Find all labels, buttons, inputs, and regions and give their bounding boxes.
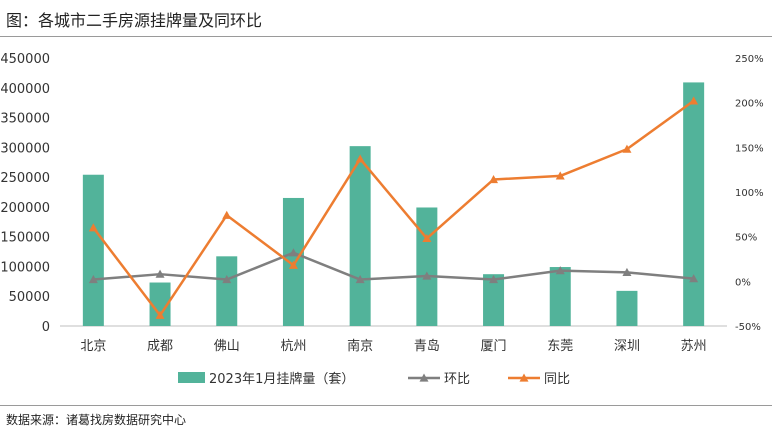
x-tick-label: 北京	[80, 339, 106, 354]
y-right-tick-label: 250%	[735, 54, 764, 65]
bar	[549, 267, 571, 326]
bar	[616, 290, 638, 326]
data-source-note: 数据来源：诸葛找房数据研究中心	[6, 413, 187, 427]
y-left-tick-label: 150000	[0, 231, 50, 246]
yoy-point	[689, 96, 699, 105]
y-right-tick-label: 100%	[735, 188, 764, 199]
mom-point	[288, 248, 298, 257]
legend-marker-yoy	[519, 373, 529, 382]
mom-point	[489, 275, 499, 284]
y-left-tick-label: 100000	[0, 260, 50, 275]
mom-point	[555, 266, 565, 275]
bar	[416, 207, 438, 326]
legend-label-yoy: 同比	[544, 372, 570, 387]
bar	[216, 256, 238, 326]
title-divider	[0, 36, 772, 37]
yoy-point	[288, 260, 298, 269]
y-right-tick-label: -50%	[735, 322, 761, 333]
bar	[149, 282, 171, 326]
legend-label-mom: 环比	[444, 372, 470, 387]
y-left-tick-label: 400000	[0, 82, 50, 97]
bar	[82, 174, 104, 326]
y-right-tick-label: 0%	[735, 277, 751, 288]
x-tick-label: 东莞	[547, 339, 573, 354]
bar	[683, 82, 705, 326]
mom-point	[355, 275, 365, 284]
x-tick-label: 杭州	[280, 339, 306, 354]
yoy-point	[489, 174, 499, 184]
y-left-tick-label: 450000	[0, 52, 50, 67]
yoy-point	[422, 233, 432, 243]
y-left-tick-label: 0	[42, 320, 50, 335]
mom-point	[422, 271, 432, 280]
legend-marker-mom	[419, 373, 429, 382]
x-tick-label: 青岛	[414, 338, 440, 354]
mom-point	[222, 275, 232, 284]
mom-point	[88, 275, 98, 284]
mom-line	[93, 251, 694, 281]
x-tick-label: 深圳	[614, 339, 640, 354]
y-right-tick-label: 150%	[735, 143, 764, 154]
x-tick-label: 南京	[347, 338, 373, 354]
bar	[483, 274, 505, 326]
x-tick-label: 成都	[147, 339, 173, 354]
bar	[349, 146, 371, 326]
yoy-point	[88, 223, 98, 232]
x-tick-label: 佛山	[214, 339, 240, 354]
yoy-line	[92, 99, 695, 317]
x-tick-label: 苏州	[681, 338, 707, 354]
x-tick-label: 厦门	[481, 339, 507, 354]
chart-title: 图：各城市二手房源挂牌量及同环比	[6, 11, 263, 30]
yoy-point	[622, 144, 632, 153]
legend-swatch-bar	[178, 372, 205, 383]
mom-point	[689, 274, 699, 283]
legend-label-bar: 2023年1月挂牌量（套）	[209, 371, 354, 387]
y-left-tick-label: 50000	[9, 290, 50, 305]
chart-canvas: 0 50000 100000 150000 200000 250000 300000 3500…	[0, 52, 764, 387]
y-right-tick-label: 200%	[735, 99, 764, 110]
yoy-point	[355, 154, 365, 163]
mom-point	[622, 267, 632, 276]
mom-point	[155, 269, 165, 278]
y-left-tick-label: 350000	[0, 112, 50, 127]
yoy-point	[222, 210, 232, 219]
y-left-tick-label: 200000	[0, 201, 50, 216]
y-right-tick-label: 50%	[735, 233, 757, 244]
y-left-tick-label: 300000	[0, 141, 50, 156]
yoy-point	[155, 310, 165, 319]
source-divider	[0, 405, 772, 406]
yoy-point	[555, 171, 565, 180]
y-left-tick-label: 250000	[0, 171, 50, 186]
